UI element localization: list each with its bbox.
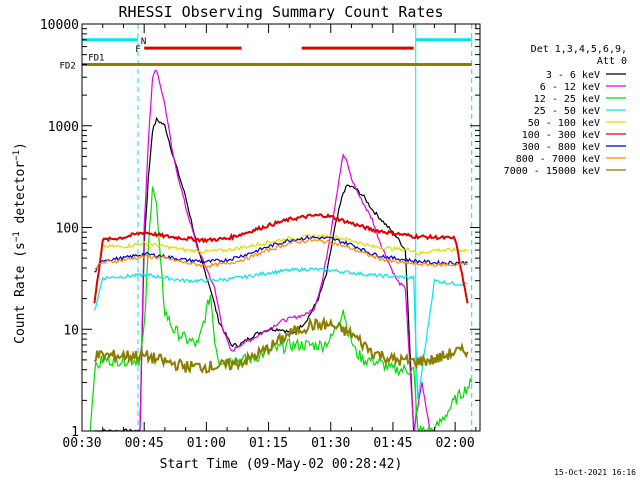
legend-label-0: 3 - 6 keV (546, 70, 600, 81)
series-line-7 (94, 237, 468, 270)
y-tick-label-3: 1000 (48, 120, 79, 135)
series-line-2 (89, 186, 473, 433)
legend-label-6: 300 - 800 keV (522, 142, 600, 153)
y-axis-title: Count Rate (s−1 detector−1) (12, 142, 28, 344)
legend-label-1: 6 - 12 keV (540, 82, 600, 93)
y-tick-label-4: 10000 (40, 18, 79, 33)
series-line-0 (94, 116, 415, 432)
series-line-4 (93, 233, 468, 299)
chart-title: RHESSI Observing Summary Count Rates (118, 3, 443, 21)
x-axis-title: Start Time (09-May-02 00:28:42) (160, 457, 403, 472)
flag-label-fd1: FD1 (88, 53, 104, 63)
y-tick-label-2: 100 (56, 222, 79, 237)
series-line-3 (93, 266, 468, 400)
x-tick-label-1: 00:45 (125, 436, 164, 451)
legend-label-3: 25 - 50 keV (534, 106, 600, 117)
series-line-5 (93, 212, 469, 304)
legend-label-5: 100 - 300 keV (522, 130, 600, 141)
x-tick-label-3: 01:15 (249, 436, 288, 451)
legend-header-1: Att 0 (597, 56, 627, 67)
legend-label-7: 800 - 7000 keV (516, 154, 600, 165)
plot-area: NF FD1 FD2 (60, 24, 473, 433)
series-line-8 (93, 315, 469, 375)
x-tick-label-6: 02:00 (436, 436, 475, 451)
legend-label-2: 12 - 25 keV (534, 94, 600, 105)
x-tick-label-0: 00:30 (62, 436, 101, 451)
series-line-6 (94, 234, 468, 273)
x-tick-label-4: 01:30 (311, 436, 350, 451)
x-tick-label-5: 01:45 (373, 436, 412, 451)
legend-label-8: 7000 - 15000 keV (504, 166, 600, 177)
x-tick-label-2: 01:00 (187, 436, 226, 451)
flag-label-n: N (141, 37, 146, 47)
flag-label-fd2: FD2 (60, 61, 76, 71)
axes: 1 10 100 1000 10000 00:30 00:45 01:00 01:15 01:30… (40, 18, 480, 451)
timestamp: 15-Oct-2021 16:16 (554, 468, 636, 477)
legend-label-4: 50 - 100 keV (528, 118, 600, 129)
y-tick-label-1: 10 (63, 323, 79, 338)
legend-header-0: Det 1,3,4,5,6,9, (531, 44, 627, 55)
flag-label-f: F (135, 45, 140, 55)
y-tick-label-0: 1 (71, 425, 79, 440)
